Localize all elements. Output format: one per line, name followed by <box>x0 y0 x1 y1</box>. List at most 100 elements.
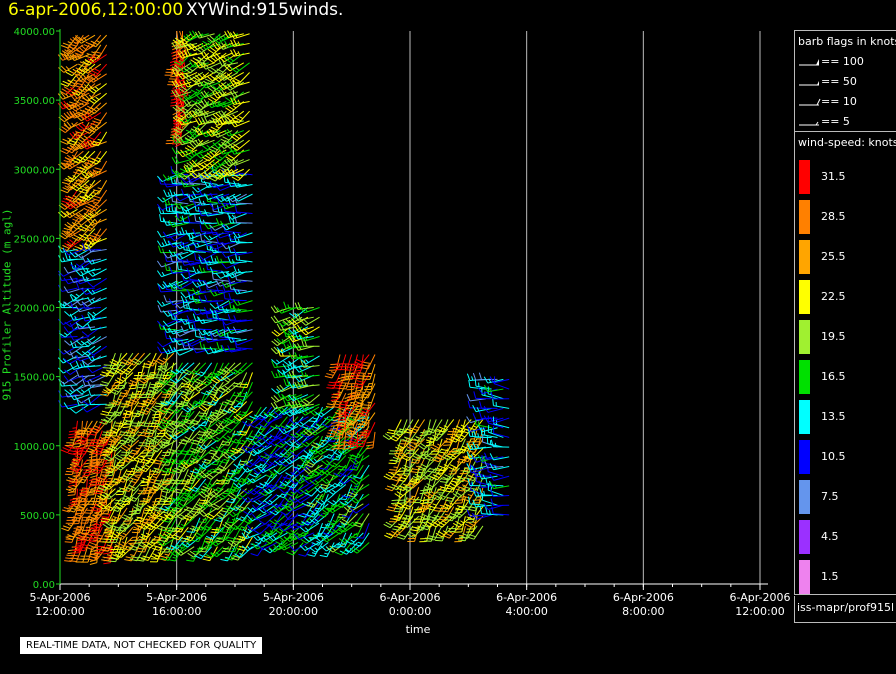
wind-barb <box>115 526 134 540</box>
wind-barb <box>483 384 504 393</box>
wind-barb <box>198 410 213 427</box>
wind-barb <box>201 116 221 125</box>
wind-barb <box>182 430 201 443</box>
wind-barb <box>156 260 177 268</box>
wind-speed-swatch-label: 7.5 <box>821 490 839 503</box>
wind-barb <box>198 439 218 450</box>
wind-barb <box>171 156 192 165</box>
wind-barb <box>82 179 102 191</box>
wind-barb <box>483 415 504 423</box>
wind-barb <box>202 546 218 562</box>
wind-barb <box>239 372 253 388</box>
wind-barb <box>194 60 215 69</box>
wind-barb <box>481 492 498 506</box>
wind-barb <box>88 199 108 212</box>
wind-barb <box>89 536 98 556</box>
wind-barb <box>345 532 364 545</box>
wind-barb <box>227 326 247 334</box>
wind-barb <box>87 83 107 94</box>
wind-barb <box>396 477 414 492</box>
wind-barb <box>224 72 244 81</box>
wind-barb <box>228 401 248 414</box>
wind-barb <box>315 493 335 506</box>
wind-barb <box>108 439 128 452</box>
wind-barb <box>203 497 224 507</box>
y-tick-label: 4000.00 <box>14 27 55 38</box>
flag-10-label: == 10 <box>821 95 857 108</box>
wind-barb <box>69 102 90 112</box>
wind-barb <box>174 338 195 346</box>
wind-barb <box>208 439 224 455</box>
wind-barb <box>486 436 504 448</box>
wind-barb <box>489 463 510 471</box>
wind-barb <box>238 420 253 436</box>
wind-barb <box>75 44 96 54</box>
wind-barb <box>294 435 315 445</box>
wind-barb <box>391 448 408 463</box>
wind-barb <box>270 315 291 324</box>
wind-barb <box>157 305 177 313</box>
wind-barb <box>188 478 207 492</box>
wind-barb <box>216 342 236 350</box>
wind-barb <box>290 464 309 477</box>
wind-barb <box>424 477 443 490</box>
wind-barb <box>200 42 221 50</box>
wind-barb <box>353 464 370 479</box>
wind-barb <box>114 372 134 384</box>
wind-barb <box>201 139 221 151</box>
wind-barb <box>85 439 103 454</box>
wind-barb <box>255 426 273 440</box>
wind-barb <box>215 183 236 192</box>
wind-barb <box>86 297 107 304</box>
wind-barb <box>223 223 241 234</box>
wind-barb <box>169 189 189 197</box>
wind-barb <box>263 493 283 505</box>
wind-barb <box>234 391 253 404</box>
wind-barb <box>221 372 242 383</box>
wind-barb <box>309 445 329 455</box>
wind-barb <box>108 526 128 539</box>
y-tick-label: 3000.00 <box>14 165 55 176</box>
wind-barb <box>355 383 370 399</box>
wind-barb <box>300 369 320 378</box>
wind-barb <box>82 420 98 436</box>
wind-barb <box>180 180 201 188</box>
wind-barb <box>278 425 299 435</box>
wind-barb <box>182 488 201 501</box>
wind-barb <box>88 527 103 543</box>
wind-barb <box>69 34 90 44</box>
wind-barb <box>483 503 504 511</box>
wind-barb <box>489 376 510 384</box>
wind-barb <box>139 401 157 415</box>
wind-barb <box>157 230 177 238</box>
wind-barb <box>204 468 224 480</box>
wind-barb <box>158 206 177 215</box>
wind-barb <box>466 509 486 517</box>
wind-barb <box>257 464 278 474</box>
wind-barb <box>183 49 204 57</box>
wind-speed-swatch-label: 10.5 <box>821 450 846 463</box>
wind-barb <box>171 89 192 98</box>
wind-barb <box>82 189 102 201</box>
wind-barb <box>177 71 198 80</box>
wind-barb <box>270 394 291 403</box>
wind-barb <box>88 102 107 114</box>
wind-barb <box>193 526 213 539</box>
wind-barb <box>166 381 183 396</box>
wind-barb <box>362 393 376 409</box>
wind-barb <box>188 362 207 375</box>
wind-barb <box>198 507 213 524</box>
wind-barb <box>145 507 163 522</box>
wind-barb <box>127 382 140 399</box>
wind-barb <box>324 363 341 379</box>
x-tick-label-date: 6-Apr-2006 <box>379 591 440 604</box>
wind-barb <box>198 197 218 206</box>
wind-barb <box>360 422 376 438</box>
wind-barb <box>192 287 212 296</box>
wind-barb <box>157 362 177 373</box>
wind-barb <box>162 319 183 327</box>
wind-speed-swatch <box>799 520 810 554</box>
wind-barb <box>88 92 107 104</box>
wind-barb <box>70 287 90 299</box>
wind-barb <box>227 314 247 322</box>
